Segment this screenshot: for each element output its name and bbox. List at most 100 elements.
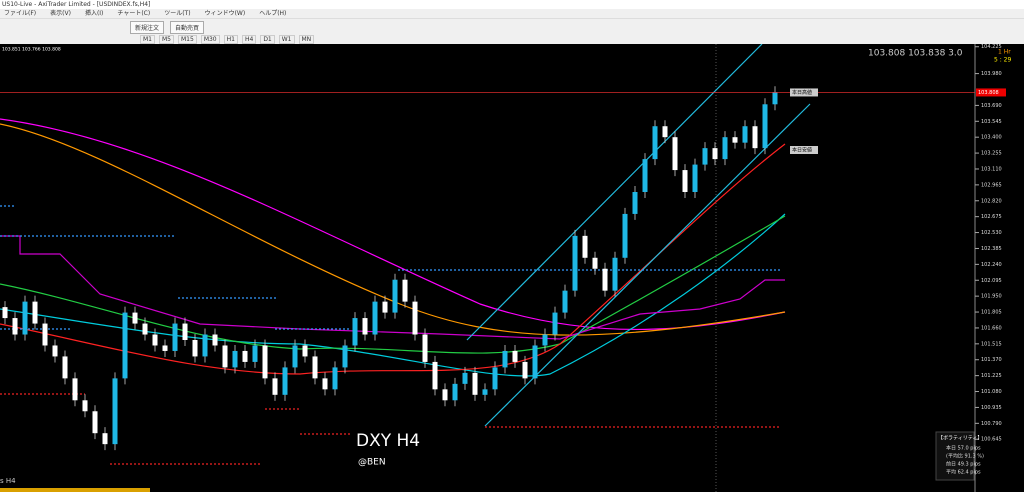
candle (602, 268, 608, 291)
candle (312, 356, 318, 379)
channel-line (466, 44, 763, 341)
y-tick-label: 101.225 (981, 373, 1002, 379)
candle (682, 170, 688, 192)
volatility-row: (平均比 91.3 %) (946, 453, 984, 460)
candle (762, 104, 768, 149)
candle (202, 334, 208, 357)
y-tick-label: 104.225 (981, 44, 1002, 50)
price-tag: 103.808 (978, 90, 999, 96)
menu-item[interactable]: ツール(T) (164, 10, 191, 17)
y-tick-label: 103.400 (981, 135, 1002, 141)
candle (742, 126, 748, 143)
candle (352, 318, 358, 346)
level-line (0, 205, 780, 330)
candle (772, 92, 778, 105)
volatility-title: 【ボラティリティ】 (938, 435, 982, 442)
candle (92, 411, 98, 434)
y-tick-label: 100.935 (981, 405, 1002, 411)
candle (132, 312, 138, 324)
y-tick-label: 102.240 (981, 262, 1002, 268)
candle (642, 159, 648, 192)
today-low-label: 本日安値 (792, 147, 812, 154)
y-tick-label: 101.515 (981, 341, 1002, 347)
timer-label: 1 Hr (998, 49, 1011, 56)
candle (212, 334, 218, 346)
y-tick-label: 103.110 (981, 166, 1002, 172)
tag-bg (790, 146, 818, 154)
timeframe-button[interactable]: H4 (241, 35, 257, 44)
auto-trade-button[interactable]: 自動売買 (170, 20, 205, 34)
candle (122, 312, 128, 379)
candle (622, 213, 628, 258)
y-tick-label: 101.080 (981, 389, 1002, 395)
timeframe-button[interactable]: H1 (223, 35, 238, 44)
candle (272, 378, 278, 395)
scrollbar (0, 488, 150, 492)
ma-line (0, 215, 786, 354)
timeframe-button[interactable]: M5 (159, 35, 174, 44)
candle (192, 340, 198, 357)
candle (342, 345, 348, 368)
candle (532, 345, 538, 379)
candle (402, 279, 408, 302)
timeframe-button[interactable]: W1 (278, 35, 295, 44)
candle (522, 361, 528, 379)
author: @BEN (358, 458, 386, 468)
candle (612, 257, 618, 291)
candle (282, 367, 288, 395)
candle (52, 345, 58, 357)
candle (442, 389, 448, 401)
candle (732, 137, 738, 143)
tag-bg (790, 88, 818, 97)
support-line (0, 235, 785, 340)
timeframe-button[interactable]: M15 (178, 35, 197, 44)
y-tick-label: 101.950 (981, 294, 1002, 300)
candle (592, 257, 598, 269)
candle (362, 318, 368, 335)
candle (562, 290, 568, 313)
candle (652, 126, 658, 160)
timeframe-button[interactable]: D1 (260, 35, 275, 44)
candle (62, 356, 68, 379)
today-high-label: 本日高値 (792, 89, 812, 96)
y-tick-label: 103.255 (981, 151, 1002, 157)
menu-item[interactable]: 挿入(I) (84, 10, 104, 17)
new-order-button[interactable]: 新規注文 (130, 20, 165, 34)
menu-item[interactable]: チャート(C) (117, 10, 151, 17)
candle (262, 345, 268, 379)
ohlc-header: 103.851 103.766 103.808 (2, 47, 61, 53)
platform-header: US10-Live - AxiTrader Limited - [USDINDE… (0, 0, 1024, 44)
candle (162, 345, 168, 351)
timeframe-button[interactable]: M1 (140, 35, 155, 44)
menu-item[interactable]: ヘルプ(H) (259, 10, 287, 17)
channel-line (484, 103, 811, 427)
candle (452, 383, 458, 401)
candle (542, 334, 548, 346)
menu-item[interactable]: ファイル(F) (4, 10, 37, 17)
candle (172, 323, 178, 351)
volatility-box (935, 431, 975, 481)
y-tick-label: 100.790 (981, 421, 1002, 427)
indicators (0, 44, 811, 465)
candle (502, 350, 508, 368)
y-tick-label: 103.980 (981, 71, 1002, 77)
candle (2, 307, 8, 319)
candle (142, 323, 148, 335)
candle (12, 318, 18, 335)
candle (552, 312, 558, 335)
y-tick-label: 103.690 (981, 103, 1002, 109)
timeframe-button[interactable]: MN (298, 35, 315, 44)
candle (392, 279, 398, 313)
candle (22, 301, 28, 335)
candle (112, 378, 118, 445)
y-tick-label: 102.530 (981, 230, 1002, 236)
chart-bg (0, 44, 1024, 492)
candle (292, 345, 298, 368)
menu-item[interactable]: 表示(V) (50, 10, 71, 17)
candle (72, 378, 78, 401)
timeframe-button[interactable]: M30 (200, 35, 220, 44)
menu-item[interactable]: ウィンドウ(W) (204, 10, 246, 17)
candle (102, 433, 108, 445)
watermark: DXY H4 (356, 431, 420, 451)
